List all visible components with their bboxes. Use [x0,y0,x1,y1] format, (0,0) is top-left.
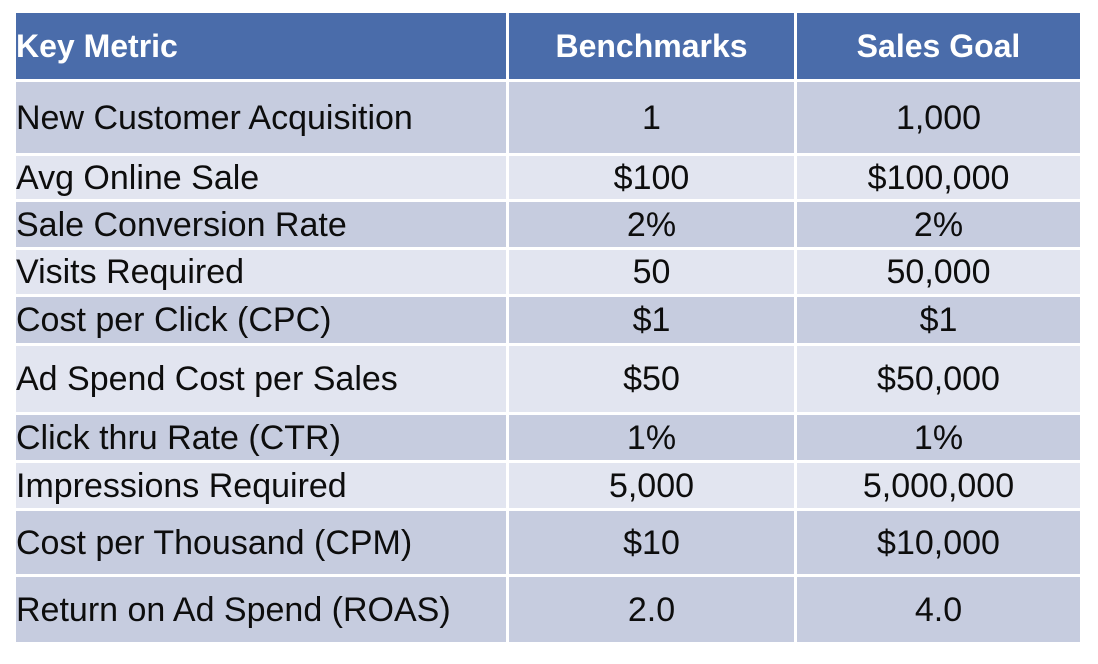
metric-cell: Ad Spend Cost per Sales [16,346,506,412]
table-row: Return on Ad Spend (ROAS) 2.0 4.0 [16,577,1080,642]
column-header-benchmarks: Benchmarks [509,13,794,79]
benchmark-cell: 1 [509,82,794,153]
header-row: Key Metric Benchmarks Sales Goal [16,13,1080,79]
benchmark-cell: 1% [509,415,794,460]
sales-goal-cell: 4.0 [797,577,1080,642]
metric-cell: Click thru Rate (CTR) [16,415,506,460]
metric-cell: Sale Conversion Rate [16,202,506,247]
table-row: Avg Online Sale $100 $100,000 [16,156,1080,199]
benchmarks-table: Key Metric Benchmarks Sales Goal New Cus… [13,10,1083,645]
metric-cell: Cost per Click (CPC) [16,297,506,343]
table-row: Click thru Rate (CTR) 1% 1% [16,415,1080,460]
sales-goal-cell: 1% [797,415,1080,460]
benchmark-cell: $10 [509,511,794,574]
sales-goal-cell: $10,000 [797,511,1080,574]
table-row: Visits Required 50 50,000 [16,250,1080,294]
table-row: New Customer Acquisition 1 1,000 [16,82,1080,153]
benchmark-cell: 2.0 [509,577,794,642]
table-row: Cost per Click (CPC) $1 $1 [16,297,1080,343]
sales-goal-cell: $1 [797,297,1080,343]
sales-goal-cell: 50,000 [797,250,1080,294]
table-row: Cost per Thousand (CPM) $10 $10,000 [16,511,1080,574]
column-header-key-metric: Key Metric [16,13,506,79]
metric-cell: Visits Required [16,250,506,294]
benchmark-cell: 2% [509,202,794,247]
metric-cell: Impressions Required [16,463,506,508]
table-row: Impressions Required 5,000 5,000,000 [16,463,1080,508]
benchmark-cell: $100 [509,156,794,199]
metric-cell: New Customer Acquisition [16,82,506,153]
metric-cell: Avg Online Sale [16,156,506,199]
metric-cell: Cost per Thousand (CPM) [16,511,506,574]
benchmark-cell: $1 [509,297,794,343]
column-header-sales-goal: Sales Goal [797,13,1080,79]
benchmark-cell: $50 [509,346,794,412]
sales-goal-cell: $100,000 [797,156,1080,199]
metric-cell: Return on Ad Spend (ROAS) [16,577,506,642]
table-row: Ad Spend Cost per Sales $50 $50,000 [16,346,1080,412]
table-row: Sale Conversion Rate 2% 2% [16,202,1080,247]
sales-goal-cell: 1,000 [797,82,1080,153]
benchmark-cell: 50 [509,250,794,294]
sales-goal-cell: 2% [797,202,1080,247]
sales-goal-cell: $50,000 [797,346,1080,412]
sales-goal-cell: 5,000,000 [797,463,1080,508]
table-body: New Customer Acquisition 1 1,000 Avg Online… [16,82,1080,642]
benchmark-cell: 5,000 [509,463,794,508]
